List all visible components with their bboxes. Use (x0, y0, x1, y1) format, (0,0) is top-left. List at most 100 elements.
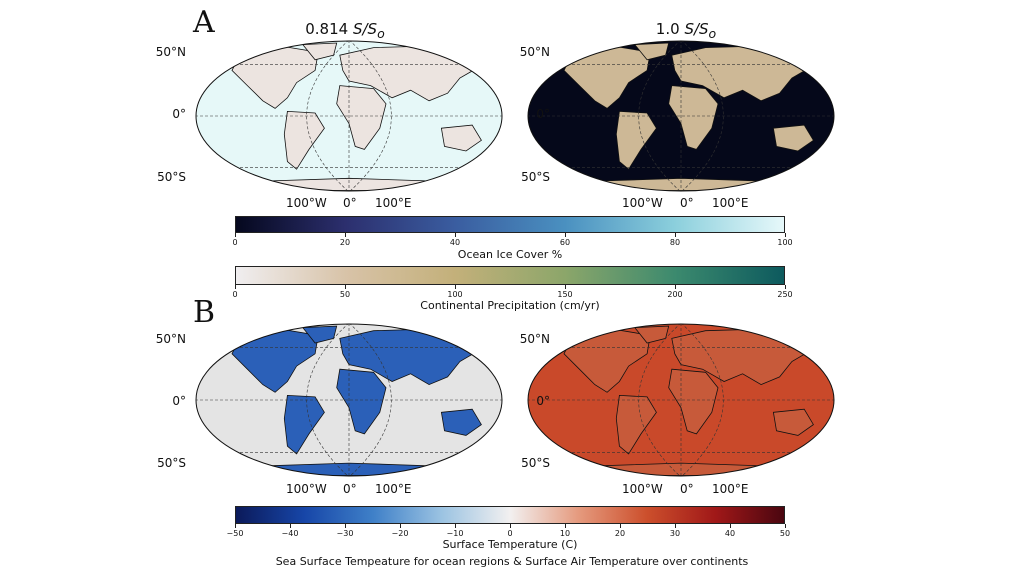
lat-label-b-left-0: 0° (172, 394, 186, 408)
title-right-sub: o (708, 26, 717, 41)
colorbar-tick-mark (510, 524, 511, 528)
map-border (527, 40, 835, 192)
colorbar-tick-mark (235, 524, 236, 528)
meridian-gridline (638, 324, 682, 476)
lat-label-b-right-0: 0° (536, 394, 550, 408)
colorbar-tick-mark (400, 524, 401, 528)
continent-outline (563, 328, 651, 393)
meridian-gridline (680, 41, 724, 191)
colorbar-tick-mark (620, 524, 621, 528)
colorbar-tick-mark (785, 233, 786, 237)
continent-outline (615, 110, 657, 170)
colorbar-tick-label: 100 (777, 238, 793, 247)
continent-outline (615, 394, 657, 455)
lon-label-b-left-100w: 100°W (286, 482, 327, 496)
colorbar-ice (235, 216, 785, 233)
colorbar-tick-label: −30 (336, 529, 354, 538)
colorbar-tick-mark (455, 233, 456, 237)
lat-label-b-right-50s: 50°S (521, 456, 550, 470)
colorbar-tick-label: 250 (777, 290, 793, 299)
meridian-gridline (638, 41, 682, 191)
lat-label-a-right-50s: 50°S (521, 170, 550, 184)
meridian-gridline (306, 41, 350, 191)
lon-label-b-left-100e: 100°E (375, 482, 412, 496)
colorbar-tick-label: 10 (559, 529, 571, 538)
panel-letter-b: B (193, 295, 216, 330)
title-right-expr: S/S (684, 20, 709, 38)
colorbar-tick-mark (565, 524, 566, 528)
lon-label-a-right-100w: 100°W (622, 196, 663, 210)
colorbar-tick-label: 0 (232, 238, 238, 247)
colorbar-tick-mark (785, 285, 786, 289)
lon-label-a-right-100e: 100°E (712, 196, 749, 210)
meridian-gridline (306, 324, 350, 476)
colorbar-tick-mark (675, 233, 676, 237)
lon-label-b-right-100e: 100°E (712, 482, 749, 496)
colorbar-temp-label: Surface Temperature (C) (442, 538, 578, 551)
map-a-right (527, 40, 835, 192)
continent-outline (772, 408, 814, 436)
map-border (195, 323, 503, 477)
colorbar-tick-label: 200 (667, 290, 683, 299)
title-left-expr: S/S (352, 20, 378, 38)
colorbar-tick-label: 40 (449, 238, 461, 247)
colorbar-tick-label: 60 (559, 238, 571, 247)
lat-label-a-left-50s: 50°S (157, 170, 186, 184)
colorbar-tick-mark (730, 524, 731, 528)
map-b-right (527, 323, 835, 477)
continent-outline (772, 124, 814, 152)
map-content (196, 41, 502, 191)
colorbar-tick-mark (565, 285, 566, 289)
map-border (195, 40, 503, 192)
colorbar-tick-mark (235, 233, 236, 237)
figure-caption: Sea Surface Tempeature for ocean regions… (275, 555, 749, 568)
meridian-gridline (348, 324, 392, 476)
map-content (196, 324, 502, 476)
lat-label-b-right-50n: 50°N (519, 332, 550, 346)
title-left-sub: o (377, 26, 385, 41)
map-b-left (195, 323, 503, 477)
lat-label-b-left-50n: 50°N (155, 332, 186, 346)
title-left-value: 0.814 (305, 20, 349, 38)
colorbar-tick-label: 150 (557, 290, 573, 299)
continent-outline (440, 124, 482, 152)
colorbar-tick-label: 30 (669, 529, 681, 538)
colorbar-tick-label: −20 (391, 529, 409, 538)
lat-label-a-left-0: 0° (172, 107, 186, 121)
lon-label-a-left-0: 0° (343, 196, 357, 210)
colorbar-tick-mark (455, 285, 456, 289)
map-title-right: 1.0 S/So (536, 20, 836, 43)
map-title-left: 0.814 S/So (195, 20, 495, 43)
colorbar-tick-label: 80 (669, 238, 681, 247)
colorbar-tick-label: 50 (779, 529, 791, 538)
colorbar-temp-ticks: −50 −40 −30 −20 −10 0 10 20 30 40 50 (227, 524, 790, 544)
meridian-gridline (348, 41, 392, 191)
title-right-value: 1.0 (655, 20, 680, 38)
colorbar-tick-label: 100 (447, 290, 463, 299)
colorbar-tick-mark (345, 285, 346, 289)
colorbar-tick-mark (675, 524, 676, 528)
colorbar-tick-label: 20 (339, 238, 351, 247)
lon-label-b-right-100w: 100°W (622, 482, 663, 496)
colorbar-tick-mark (675, 285, 676, 289)
meridian-gridline (680, 324, 724, 476)
colorbar-precip (235, 266, 785, 285)
colorbar-ice-ticks: 0 20 40 60 80 100 (232, 233, 793, 253)
continent-outline (231, 328, 319, 393)
colorbar-tick-mark (345, 524, 346, 528)
lon-label-a-left-100w: 100°W (286, 196, 327, 210)
colorbar-precip-ticks: 0 50 100 150 200 250 (232, 285, 793, 305)
colorbar-tick-label: 50 (339, 290, 351, 299)
colorbar-tick-label: −40 (281, 529, 299, 538)
lat-label-a-right-50n: 50°N (519, 45, 550, 59)
lat-label-a-left-50n: 50°N (155, 45, 186, 59)
colorbar-tick-label: 20 (614, 529, 626, 538)
continent-outline (563, 45, 651, 109)
colorbar-tick-mark (345, 233, 346, 237)
continent-outline (231, 45, 319, 109)
colorbar-tick-mark (455, 524, 456, 528)
map-content (528, 324, 834, 476)
lon-label-a-left-100e: 100°E (375, 196, 412, 210)
colorbar-tick-mark (785, 524, 786, 528)
colorbar-tick-label: 0 (232, 290, 238, 299)
